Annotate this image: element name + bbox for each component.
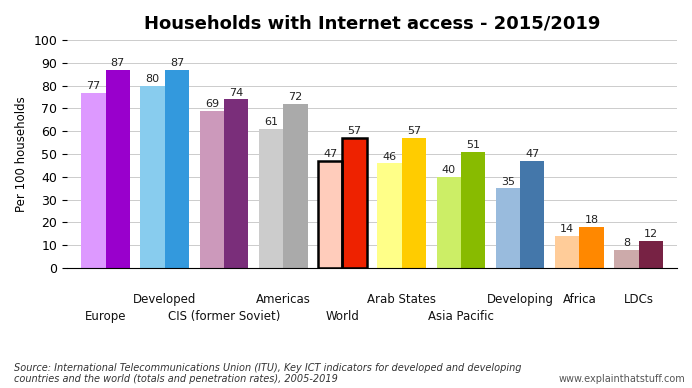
Bar [639,241,663,268]
Text: 47: 47 [525,149,539,159]
Bar [495,188,520,268]
Bar [461,152,485,268]
Text: 80: 80 [145,74,160,84]
Text: CIS (former Soviet): CIS (former Soviet) [168,310,280,322]
Text: Developed: Developed [133,293,197,306]
Bar [200,111,224,268]
Text: 40: 40 [441,165,456,175]
Bar [520,161,545,268]
Bar [401,138,426,268]
Bar [224,99,248,268]
Bar [318,161,343,268]
Bar [343,138,367,268]
Bar [377,163,401,268]
Text: 47: 47 [323,149,338,159]
Y-axis label: Per 100 households: Per 100 households [15,96,28,212]
Bar [318,161,343,268]
Text: Developing: Developing [486,293,554,306]
Text: 57: 57 [347,126,362,137]
Text: 51: 51 [466,140,480,150]
Text: 77: 77 [86,81,100,91]
Text: 12: 12 [644,229,658,239]
Bar [614,249,639,268]
Text: 87: 87 [170,58,184,68]
Text: Americas: Americas [256,293,311,306]
Text: 61: 61 [264,117,278,127]
Text: Europe: Europe [85,310,127,322]
Text: Arab States: Arab States [367,293,436,306]
Text: 69: 69 [205,99,219,109]
Text: 57: 57 [407,126,421,137]
Bar [437,177,461,268]
Bar [343,138,367,268]
Text: 74: 74 [229,88,244,98]
Bar [259,129,283,268]
Text: 87: 87 [111,58,125,68]
Text: LDCs: LDCs [623,293,653,306]
Text: www.explainthatstuff.com: www.explainthatstuff.com [558,374,685,384]
Text: Source: International Telecommunications Union (ITU), Key ICT indicators for dev: Source: International Telecommunications… [14,362,521,384]
Text: 14: 14 [560,224,574,234]
Text: Asia Pacific: Asia Pacific [428,310,494,322]
Title: Households with Internet access - 2015/2019: Households with Internet access - 2015/2… [144,15,600,33]
Text: 35: 35 [501,177,515,187]
Bar [579,227,603,268]
Bar [555,236,579,268]
Text: Africa: Africa [563,293,597,306]
Text: 18: 18 [585,215,599,225]
Bar [140,86,165,268]
Text: 72: 72 [289,92,302,102]
Text: World: World [325,310,359,322]
Text: 8: 8 [623,238,630,248]
Bar [283,104,308,268]
Bar [106,70,130,268]
Text: 46: 46 [383,152,397,161]
Bar [165,70,189,268]
Bar [81,92,106,268]
